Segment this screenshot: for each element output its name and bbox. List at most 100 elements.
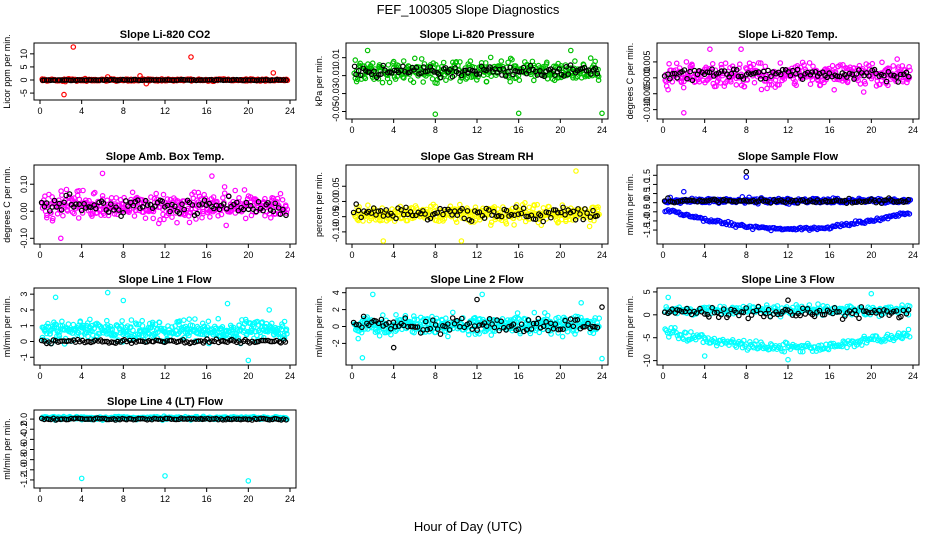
data-point bbox=[131, 213, 138, 219]
data-point bbox=[718, 311, 725, 318]
data-point bbox=[420, 64, 427, 70]
data-point bbox=[599, 304, 605, 310]
data-point bbox=[709, 304, 716, 311]
data-point bbox=[893, 74, 900, 80]
data-point bbox=[58, 207, 65, 213]
data-point bbox=[220, 195, 226, 201]
data-point bbox=[766, 346, 773, 353]
data-point bbox=[762, 63, 769, 70]
data-point bbox=[761, 344, 768, 350]
data-point bbox=[671, 199, 678, 206]
data-point bbox=[402, 315, 409, 321]
data-point bbox=[738, 198, 744, 204]
x-tick-label: 20 bbox=[243, 494, 253, 504]
x-tick-label: 8 bbox=[121, 106, 126, 116]
data-point bbox=[267, 207, 274, 213]
x-tick-label: 24 bbox=[597, 250, 607, 260]
data-point bbox=[829, 62, 836, 69]
data-point bbox=[511, 222, 517, 228]
data-point bbox=[429, 76, 436, 82]
data-point bbox=[206, 77, 213, 83]
data-point bbox=[92, 337, 99, 344]
x-tick-label: 20 bbox=[555, 125, 565, 135]
data-point bbox=[669, 70, 676, 77]
data-point bbox=[398, 207, 404, 213]
data-point bbox=[881, 72, 887, 79]
data-point bbox=[853, 311, 860, 318]
data-point bbox=[159, 198, 166, 205]
data-point bbox=[894, 56, 901, 62]
data-point bbox=[45, 320, 51, 327]
data-point bbox=[520, 205, 527, 212]
data-point bbox=[270, 208, 277, 215]
data-point bbox=[762, 75, 769, 82]
data-point bbox=[510, 321, 517, 328]
x-tick-label: 12 bbox=[160, 371, 170, 381]
data-point bbox=[846, 70, 853, 77]
data-point bbox=[189, 202, 196, 208]
data-point bbox=[799, 76, 806, 83]
data-point bbox=[745, 315, 752, 322]
data-point bbox=[661, 198, 668, 204]
data-point bbox=[543, 318, 549, 325]
data-point bbox=[80, 187, 86, 194]
data-point bbox=[696, 68, 702, 74]
data-point bbox=[219, 323, 226, 330]
data-point bbox=[556, 66, 563, 72]
data-point bbox=[743, 174, 750, 180]
x-tick-label: 24 bbox=[285, 106, 295, 116]
data-point bbox=[665, 86, 671, 93]
data-point bbox=[161, 216, 167, 223]
data-point bbox=[142, 215, 149, 222]
data-point bbox=[283, 212, 289, 219]
data-point bbox=[868, 290, 875, 297]
data-point bbox=[900, 199, 907, 206]
data-point bbox=[440, 59, 447, 66]
data-point bbox=[355, 67, 362, 74]
data-point bbox=[175, 77, 182, 83]
data-point bbox=[390, 319, 397, 326]
data-point bbox=[843, 74, 850, 80]
data-point bbox=[537, 212, 544, 219]
data-point bbox=[665, 334, 672, 340]
data-point bbox=[403, 204, 409, 211]
data-point bbox=[400, 74, 406, 80]
data-point bbox=[174, 219, 180, 226]
data-point bbox=[825, 346, 832, 353]
data-point bbox=[77, 318, 84, 325]
x-tick-label: 16 bbox=[202, 250, 212, 260]
data-point bbox=[667, 330, 673, 337]
data-point bbox=[437, 331, 444, 337]
data-point bbox=[104, 317, 110, 324]
x-tick-label: 16 bbox=[825, 250, 835, 260]
data-point bbox=[751, 341, 758, 348]
x-tick-label: 8 bbox=[121, 250, 126, 260]
data-points bbox=[38, 289, 290, 364]
plot-frame bbox=[345, 164, 609, 245]
data-point bbox=[516, 69, 523, 75]
data-point bbox=[704, 69, 711, 76]
data-point bbox=[592, 65, 599, 72]
data-point bbox=[680, 188, 687, 195]
data-point bbox=[243, 199, 250, 206]
y-tick-label: 2 bbox=[19, 307, 29, 312]
data-point bbox=[414, 324, 421, 330]
y-tick-label: 0 bbox=[19, 77, 29, 82]
data-point bbox=[51, 197, 58, 204]
data-point bbox=[404, 217, 411, 224]
data-point bbox=[718, 68, 725, 74]
data-point bbox=[277, 190, 284, 197]
data-point bbox=[523, 213, 530, 220]
data-point bbox=[85, 333, 91, 340]
panel-title: Slope Line 1 Flow bbox=[119, 274, 212, 286]
data-point bbox=[767, 341, 774, 347]
data-point bbox=[446, 327, 453, 333]
data-point bbox=[108, 201, 114, 208]
data-points bbox=[39, 44, 291, 98]
data-point bbox=[735, 73, 742, 80]
data-point bbox=[752, 69, 759, 76]
data-point bbox=[253, 208, 260, 215]
data-point bbox=[445, 333, 451, 340]
data-point bbox=[99, 170, 106, 177]
